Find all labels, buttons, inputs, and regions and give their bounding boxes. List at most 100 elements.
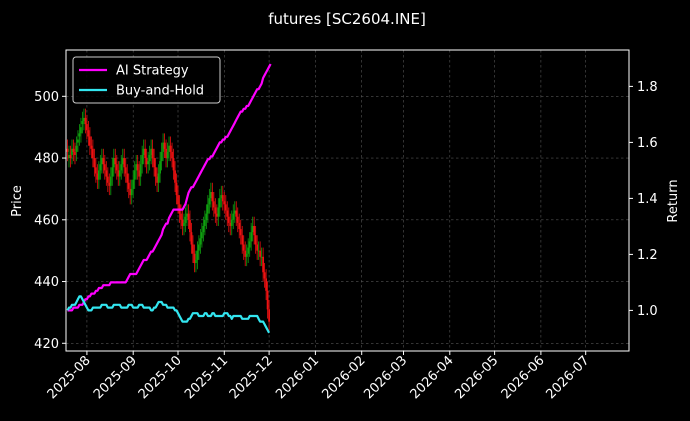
candle-body (153, 158, 156, 168)
candle-body (147, 161, 150, 165)
candle-body (117, 170, 120, 177)
candle-body (94, 167, 97, 174)
candle-body (175, 182, 178, 196)
chart-title: futures [SC2604.INE] (268, 10, 426, 28)
candle-body (177, 195, 179, 205)
candle-body (250, 232, 253, 242)
candle-body (189, 219, 191, 233)
candle-body (181, 219, 184, 226)
candle-body (74, 151, 76, 155)
candle-body (99, 164, 102, 171)
candle-body (220, 195, 223, 199)
candle-body (209, 192, 212, 199)
candle-body (244, 250, 247, 257)
y-right-tick-label: 1.4 (637, 192, 658, 207)
candle-body (241, 235, 244, 245)
candle-body (230, 219, 233, 226)
candle-body (145, 158, 148, 165)
candle-body (115, 164, 118, 171)
candle-body (78, 133, 81, 137)
candle-body (151, 148, 154, 159)
candle-body (236, 216, 239, 223)
candle-body (180, 213, 182, 220)
candle-body (247, 247, 250, 254)
candle-body (263, 272, 266, 279)
candle-body (217, 207, 220, 217)
candle-body (168, 145, 170, 152)
y-left-tick-label: 500 (34, 90, 59, 105)
candle-body (68, 154, 70, 159)
candle-body (121, 158, 124, 165)
candle-body (202, 225, 205, 233)
candle-body (193, 253, 196, 264)
candle-body (109, 176, 112, 186)
candle-body (187, 213, 190, 220)
candle-body (139, 164, 142, 177)
y-axis-right: 1.0 1.2 1.4 1.6 1.8 (629, 80, 658, 319)
candle-body (135, 164, 138, 171)
candle-body (72, 148, 75, 152)
candle-body (203, 219, 206, 226)
y-right-tick-label: 1.0 (637, 304, 658, 319)
candle-body (156, 176, 158, 183)
candle-body (83, 117, 85, 122)
candle-body (88, 136, 91, 146)
candle-body (165, 148, 167, 159)
candle-body (66, 148, 69, 152)
candle-body (81, 121, 84, 125)
candle-body (214, 207, 217, 214)
y-left-tick-label: 460 (34, 213, 59, 228)
legend-label: Buy-and-Hold (116, 84, 204, 99)
candle-body (102, 158, 105, 165)
candle-body (174, 170, 176, 183)
candle-body (118, 170, 121, 177)
candle-body (112, 158, 115, 168)
candle-body (97, 170, 100, 180)
candle-body (132, 179, 135, 189)
y-axis-left-label: Price (10, 185, 25, 217)
candle-body (198, 244, 200, 251)
series-line-ai-strategy (67, 63, 272, 312)
candle-body (186, 213, 188, 217)
candle-body (106, 176, 109, 183)
candle-body (154, 167, 157, 177)
y-right-tick-label: 1.2 (637, 248, 658, 263)
plot-area-frame (65, 49, 630, 352)
candle-body (163, 142, 166, 149)
candle-body (239, 229, 242, 236)
candle-body (192, 244, 194, 254)
candle-body (242, 244, 245, 251)
candle-body (169, 145, 172, 152)
candle-body (71, 148, 73, 155)
candle-body (215, 213, 218, 217)
candle-body (141, 154, 144, 165)
y-left-tick-label: 420 (34, 337, 59, 352)
candlestick-series (66, 108, 270, 331)
candle-body (205, 213, 208, 220)
candle-body (260, 256, 263, 258)
candle-body (100, 158, 103, 165)
candle-body (159, 161, 161, 174)
candle-body (226, 210, 229, 217)
y-left-tick-label: 480 (34, 152, 59, 167)
y-right-tick-label: 1.6 (637, 136, 658, 151)
y-axis-left: 420 440 460 480 500 (34, 90, 66, 352)
candle-body (221, 195, 224, 202)
candle-body (130, 188, 133, 196)
candle-body (77, 139, 79, 143)
legend-box (72, 56, 221, 104)
candle-body (91, 148, 94, 159)
candle-body (184, 216, 187, 223)
candle-body (199, 238, 202, 245)
candle-body (257, 250, 260, 252)
candle-body (80, 127, 82, 134)
candle-body (105, 170, 108, 177)
candle-body (171, 151, 173, 159)
candle-body (268, 309, 270, 322)
candle-body (245, 253, 248, 257)
candle-body (108, 182, 111, 186)
candle-body (248, 241, 251, 248)
candle-body (224, 204, 227, 211)
candle-body (211, 192, 214, 202)
candle-body (69, 154, 72, 159)
